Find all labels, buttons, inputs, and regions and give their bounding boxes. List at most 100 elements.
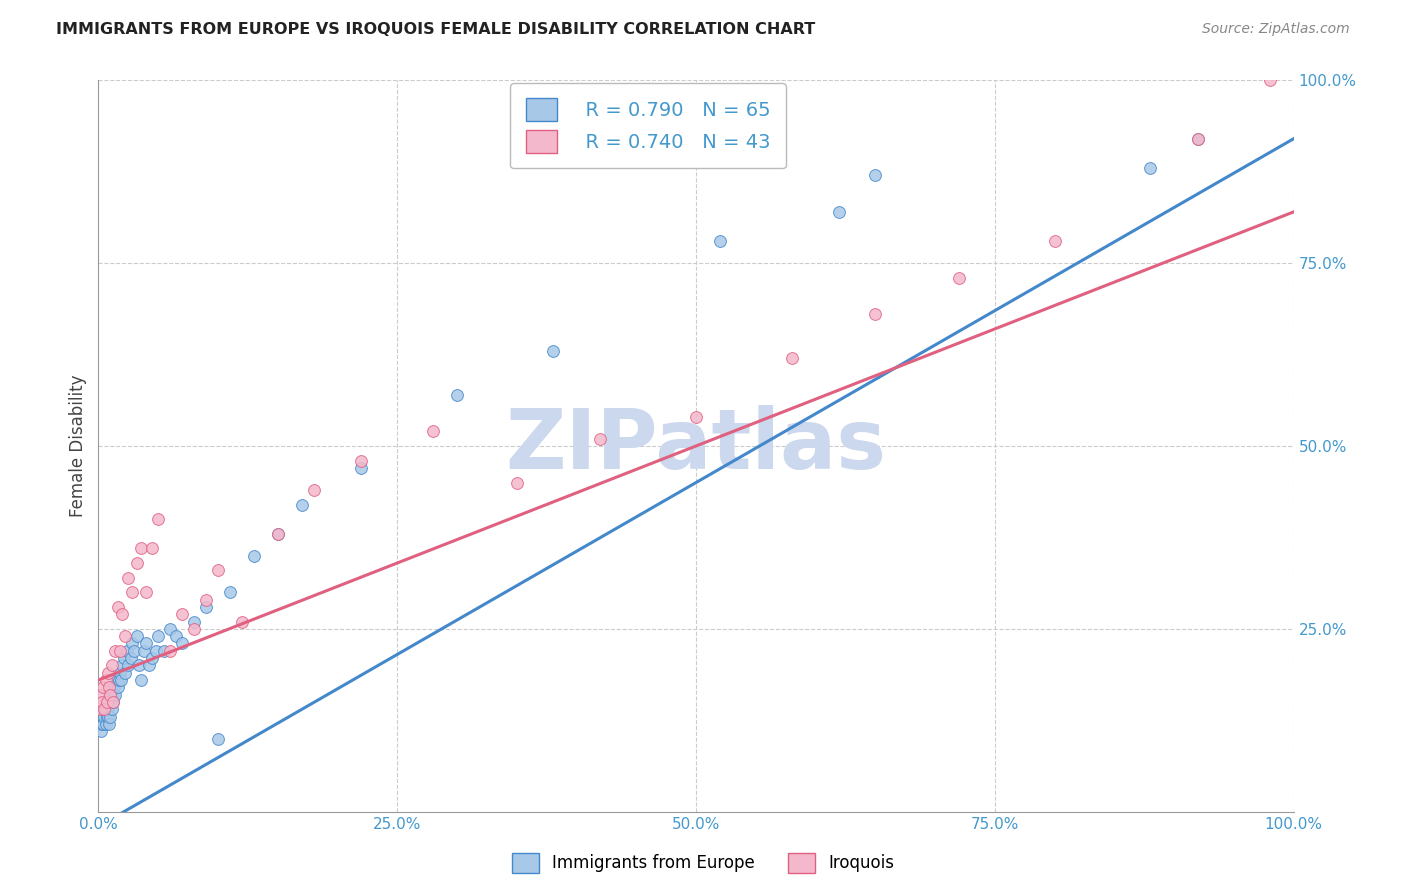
Text: Source: ZipAtlas.com: Source: ZipAtlas.com	[1202, 22, 1350, 37]
Point	[111, 658, 134, 673]
Point	[91, 695, 114, 709]
Point	[148, 629, 170, 643]
Point	[1043, 234, 1066, 248]
Point	[125, 556, 148, 570]
Y-axis label: Female Disability: Female Disability	[69, 375, 87, 517]
Point	[104, 644, 127, 658]
Point	[267, 526, 290, 541]
Point	[243, 549, 266, 563]
Point	[94, 717, 117, 731]
Point	[541, 343, 564, 358]
Point	[107, 599, 129, 614]
Point	[207, 731, 229, 746]
Point	[98, 688, 121, 702]
Point	[138, 658, 160, 673]
Point	[101, 695, 124, 709]
Point	[97, 709, 120, 723]
Point	[98, 681, 121, 695]
Point	[1139, 161, 1161, 175]
Point	[91, 709, 114, 723]
Text: ZIPatlas: ZIPatlas	[506, 406, 886, 486]
Point	[98, 695, 122, 709]
Point	[94, 702, 117, 716]
Point	[1187, 132, 1209, 146]
Point	[93, 702, 115, 716]
Point	[108, 644, 131, 658]
Point	[107, 673, 129, 687]
Point	[89, 702, 111, 716]
Point	[141, 541, 163, 556]
Point	[780, 351, 803, 366]
Point	[159, 644, 181, 658]
Point	[117, 658, 139, 673]
Point	[135, 636, 157, 650]
Point	[231, 615, 253, 629]
Point	[132, 644, 155, 658]
Point	[1187, 132, 1209, 146]
Point	[98, 717, 121, 731]
Point	[828, 205, 851, 219]
Point	[105, 673, 128, 687]
Point	[114, 629, 136, 643]
Point	[267, 526, 290, 541]
Point	[148, 512, 170, 526]
Point	[121, 636, 143, 650]
Point	[111, 607, 134, 622]
Point	[195, 592, 218, 607]
Point	[100, 658, 122, 673]
Point	[124, 644, 146, 658]
Point	[506, 475, 529, 490]
Point	[141, 651, 163, 665]
Point	[96, 695, 118, 709]
Point	[131, 541, 153, 556]
Point	[96, 695, 118, 709]
Point	[91, 717, 114, 731]
Point	[195, 599, 218, 614]
Point	[207, 563, 229, 577]
Point	[93, 702, 115, 716]
Point	[100, 702, 122, 716]
Point	[948, 270, 970, 285]
Point	[121, 585, 143, 599]
Point	[97, 702, 120, 716]
Point	[103, 681, 125, 695]
Point	[120, 651, 142, 665]
Point	[589, 432, 612, 446]
Point	[100, 688, 122, 702]
Point	[104, 688, 127, 702]
Point	[112, 651, 135, 665]
Text: IMMIGRANTS FROM EUROPE VS IROQUOIS FEMALE DISABILITY CORRELATION CHART: IMMIGRANTS FROM EUROPE VS IROQUOIS FEMAL…	[56, 22, 815, 37]
Legend:   R = 0.790   N = 65,   R = 0.740   N = 43: R = 0.790 N = 65, R = 0.740 N = 43	[510, 83, 786, 169]
Point	[865, 169, 887, 183]
Point	[183, 622, 205, 636]
Point	[125, 629, 148, 643]
Point	[98, 688, 122, 702]
Point	[145, 644, 167, 658]
Point	[101, 695, 124, 709]
Point	[91, 681, 114, 695]
Point	[107, 681, 129, 695]
Point	[110, 673, 132, 687]
Point	[350, 453, 373, 467]
Point	[291, 498, 314, 512]
Point	[108, 665, 131, 680]
Point	[115, 644, 138, 658]
Point	[153, 644, 176, 658]
Point	[117, 571, 139, 585]
Point	[135, 585, 157, 599]
Point	[709, 234, 731, 248]
Point	[159, 622, 181, 636]
Legend: Immigrants from Europe, Iroquois: Immigrants from Europe, Iroquois	[505, 847, 901, 880]
Point	[94, 673, 117, 687]
Point	[446, 388, 468, 402]
Point	[165, 629, 187, 643]
Point	[91, 717, 114, 731]
Point	[422, 425, 444, 439]
Point	[90, 709, 112, 723]
Point	[219, 585, 242, 599]
Point	[350, 461, 373, 475]
Point	[90, 724, 112, 739]
Point	[685, 409, 707, 424]
Point	[91, 702, 114, 716]
Point	[183, 615, 205, 629]
